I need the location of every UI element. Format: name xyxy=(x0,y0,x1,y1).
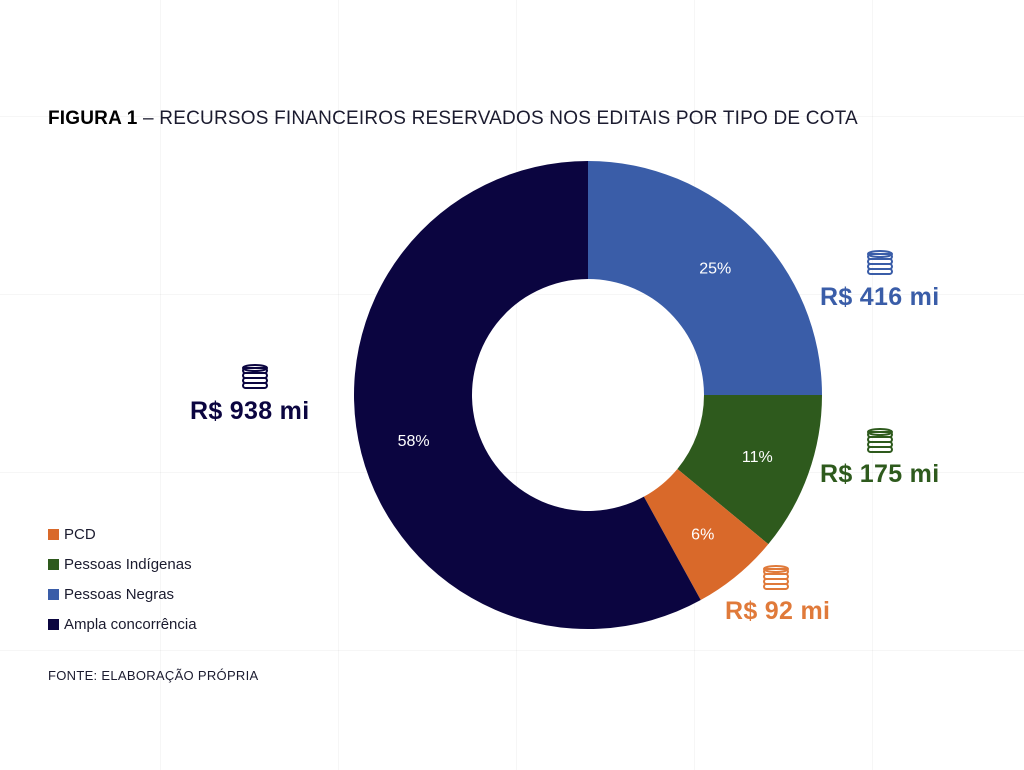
legend-label: Pessoas Negras xyxy=(64,585,175,603)
legend-swatch xyxy=(48,528,59,540)
legend-label: Ampla concorrência xyxy=(64,615,197,633)
slice-ampla-concorrencia xyxy=(354,161,701,629)
figure-title-bold: FIGURA 1 xyxy=(48,108,138,129)
legend-label: PCD xyxy=(64,525,96,543)
slice-pessoas-negras xyxy=(588,161,822,395)
coin-stack-icon xyxy=(763,565,789,590)
amount-label-pcd: R$ 92 mi xyxy=(725,597,831,625)
amount-label-pessoas-negras: R$ 416 mi xyxy=(820,283,940,311)
legend-swatch xyxy=(48,558,59,570)
coin-stack-icon xyxy=(867,250,893,275)
amount-label-ampla-concorrencia: R$ 938 mi xyxy=(190,397,310,425)
figure-title-text: – RECURSOS FINANCEIROS RESERVADOS NOS ED… xyxy=(137,108,858,129)
percent-label-pessoas-indigenas: 11% xyxy=(742,449,773,466)
coin-stack-icon xyxy=(242,364,268,389)
figure-title: FIGURA 1 – RECURSOS FINANCEIROS RESERVAD… xyxy=(48,108,858,130)
legend-label: Pessoas Indígenas xyxy=(64,555,192,573)
legend-swatch xyxy=(48,618,59,630)
amount-label-pessoas-indigenas: R$ 175 mi xyxy=(820,460,940,488)
slice-pcd xyxy=(643,468,769,601)
legend-item-ampla-concorrencia: Ampla concorrência xyxy=(48,609,197,639)
legend-item-pcd: PCD xyxy=(48,519,197,549)
legend-item-pessoas-indigenas: Pessoas Indígenas xyxy=(48,549,197,579)
percent-label-ampla-concorrencia: 58% xyxy=(398,433,430,450)
percent-label-pessoas-negras: 25% xyxy=(699,261,731,278)
percent-label-pcd: 6% xyxy=(691,527,714,544)
legend: PCD Pessoas Indígenas Pessoas Negras Amp… xyxy=(48,519,197,639)
slice-pessoas-indigenas xyxy=(677,395,822,545)
source-note: FONTE: ELABORAÇÃO PRÓPRIA xyxy=(48,668,259,683)
legend-swatch xyxy=(48,588,59,600)
coin-stack-icon xyxy=(867,428,893,453)
legend-item-pessoas-negras: Pessoas Negras xyxy=(48,579,197,609)
